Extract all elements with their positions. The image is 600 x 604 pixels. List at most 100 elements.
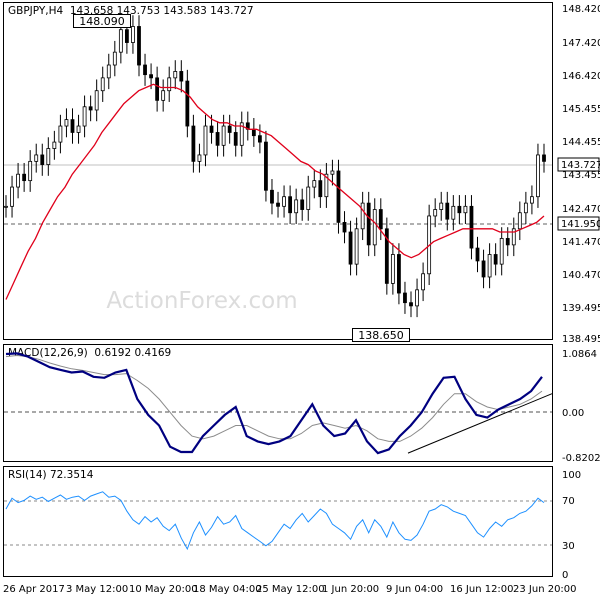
candle-body [34,154,39,162]
moving-average-line [5,83,545,300]
candle-body [100,77,105,92]
candle-body [276,202,280,207]
macd-tick: -0.8202 [562,453,600,464]
candle-body [384,228,389,284]
macd-tick: 0.00 [562,408,584,419]
macd-header: MACD(12,26,9) 0.6192 0.4169 [8,347,171,359]
price-axis: 148.420 147.420 146.420 145.455 144.455 … [562,4,600,345]
candle-body [173,71,178,79]
candle-body [239,122,244,146]
candle-body [124,29,129,43]
candle-body [439,202,444,210]
price-panel [3,2,553,340]
price-tick: 146.420 [562,71,600,82]
candle-body [143,64,147,76]
candle-body [360,202,365,230]
candle-body [312,180,317,188]
candle-body [221,125,226,146]
candle-body [58,125,63,143]
time-tick: 10 May 20:00 [129,584,198,595]
candle-body [155,77,160,101]
current-price-label: 143.727 [561,160,600,171]
candle-body [348,231,353,265]
candle-body [46,148,51,165]
candle-body [409,302,413,307]
price-tick: 148.420 [562,4,600,15]
candle-body [70,119,75,133]
time-tick: 26 Apr 2017 [3,584,65,595]
candle-body [397,254,401,294]
candle-body [106,64,111,79]
price-tick: 139.495 [562,303,600,314]
low-annotation: 138.650 [358,329,404,342]
candle-body [481,260,486,278]
price-tick: 138.495 [562,334,600,345]
candle-body [185,80,190,127]
price-tick: 147.420 [562,38,600,49]
candle-body [270,189,274,204]
time-tick: 18 May 04:00 [193,584,262,595]
high-annotation-box [73,14,131,28]
macd-line [5,352,543,455]
candle-body [366,202,371,246]
candle-body [197,154,202,162]
candle-body [288,196,293,214]
candle-body [209,125,214,133]
rsi-tick: 0 [562,570,568,581]
candle-body [179,71,184,82]
candle-body [203,125,208,156]
candle-body [511,228,516,246]
price-tick: 141.470 [562,237,600,248]
time-axis: 26 Apr 2017 3 May 12:00 10 May 20:00 18 … [3,584,577,595]
candle-body [517,212,522,230]
time-tick: 1 Jun 20:00 [322,584,379,595]
candle-body [118,29,123,53]
candle-body [149,74,153,79]
price-candles [4,15,546,318]
candle-body [523,202,528,214]
watermark: ActionForex.com [106,288,297,314]
candle-body [457,205,462,214]
price-tick: 142.470 [562,204,600,215]
level-price-label: 141.950 [561,219,600,230]
time-tick: 23 Jun 20:00 [513,584,577,595]
candle-body [451,205,456,220]
current-price-tag [557,157,600,172]
rsi-panel [3,466,553,577]
candle-body [403,292,407,304]
candle-body [499,238,504,265]
level-price-tag [557,216,600,231]
candle-body [493,254,498,265]
candle-body [10,186,14,207]
candle-body [215,132,220,146]
candle-body [469,205,474,249]
candle-body [487,254,492,278]
candle-body [4,205,8,208]
candle-body [463,205,468,214]
candle-body [372,209,377,246]
candle-body [22,173,27,182]
candle-body [64,119,69,127]
candle-body [16,173,20,188]
candle-body [342,221,347,233]
rsi-header: RSI(14) 72.3514 [8,469,94,481]
macd-panel [3,344,553,462]
candle-body [421,273,426,291]
candle-body [300,199,305,210]
candle-body [88,106,93,111]
time-tick: 3 May 12:00 [66,584,128,595]
price-tick: 143.455 [562,170,600,181]
candle-body [536,154,540,198]
candle-body [475,247,480,262]
macd-tick: 1.0864 [562,349,597,360]
candle-body [76,125,81,133]
rsi-tick: 70 [562,496,575,507]
price-tick: 144.455 [562,137,600,148]
candle-body [390,254,395,284]
candle-body [505,238,510,246]
candle-body [354,228,359,265]
candle-body [94,90,99,111]
candle-body [52,141,57,149]
macd-signal-line [5,354,543,442]
